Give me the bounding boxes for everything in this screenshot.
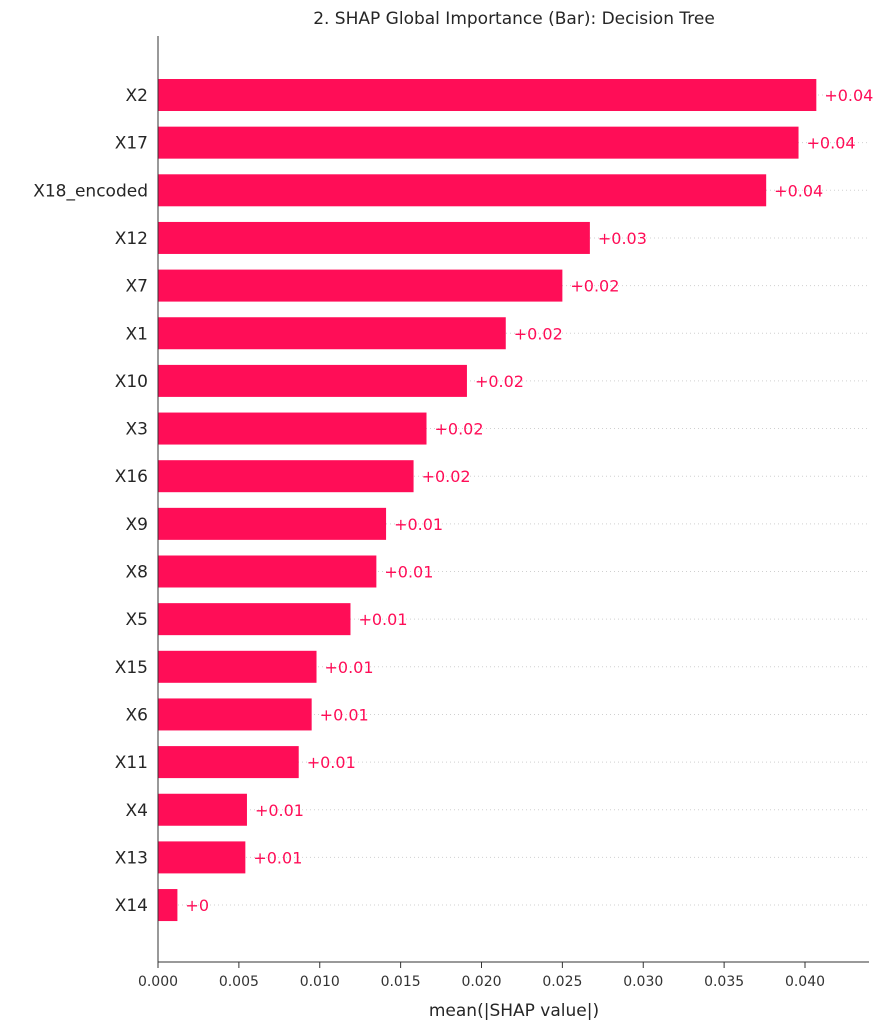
bar-X16 (158, 460, 414, 493)
category-label-X13: X13 (115, 848, 148, 868)
category-label-X10: X10 (115, 372, 148, 392)
bar-X4 (158, 793, 247, 826)
bar-X5 (158, 603, 351, 636)
value-label-X16: +0.02 (422, 467, 471, 486)
value-label-X4: +0.01 (255, 801, 304, 820)
value-label-X13: +0.01 (253, 848, 302, 867)
category-label-X2: X2 (126, 86, 148, 106)
x-axis-ticks: 0.000 0.005 0.010 0.015 0.020 0.025 0.030 0.035… (138, 962, 825, 990)
bar-X18_encoded (158, 174, 767, 207)
category-label-X14: X14 (115, 896, 148, 916)
bar-X7 (158, 269, 563, 302)
x-tick-label-0.000: 0.000 (138, 974, 178, 990)
row-guides (158, 94, 869, 906)
x-tick-label-0.010: 0.010 (300, 974, 340, 990)
bars-group (158, 79, 817, 922)
bar-X6 (158, 698, 312, 731)
value-label-X17: +0.04 (807, 134, 856, 153)
category-label-X15: X15 (115, 658, 148, 678)
value-label-X18_encoded: +0.04 (774, 181, 823, 200)
category-label-X17: X17 (115, 134, 148, 154)
category-label-X7: X7 (126, 277, 148, 297)
x-tick-label-0.035: 0.035 (704, 974, 744, 990)
bar-X1 (158, 317, 506, 350)
value-label-X9: +0.01 (394, 515, 443, 534)
category-labels: X2 X17 X18_encoded X12 X7 X1 X10 X3 X16 X9 X8 X5 X15… (33, 86, 148, 916)
category-label-X4: X4 (126, 801, 148, 821)
bar-X8 (158, 555, 377, 588)
value-label-X6: +0.01 (320, 705, 369, 724)
x-tick-label-0.020: 0.020 (461, 974, 501, 990)
bar-X12 (158, 221, 590, 254)
category-label-X12: X12 (115, 229, 148, 249)
x-axis-label: mean(|SHAP value|) (429, 1001, 599, 1021)
value-label-X7: +0.02 (570, 277, 619, 296)
x-tick-label-0.040: 0.040 (785, 974, 825, 990)
value-label-X5: +0.01 (358, 610, 407, 629)
x-tick-label-0.015: 0.015 (381, 974, 421, 990)
value-label-X14: +0 (185, 896, 209, 915)
value-label-X10: +0.02 (475, 372, 524, 391)
value-label-X3: +0.02 (435, 420, 484, 439)
bar-X17 (158, 126, 799, 159)
category-label-X5: X5 (126, 610, 148, 630)
chart-title: 2. SHAP Global Importance (Bar): Decisio… (313, 9, 715, 29)
category-label-X18_encoded: X18_encoded (33, 181, 148, 201)
bar-X9 (158, 507, 387, 540)
value-label-X1: +0.02 (514, 324, 563, 343)
x-tick-label-0.030: 0.030 (623, 974, 663, 990)
value-label-X15: +0.01 (325, 658, 374, 677)
value-label-X12: +0.03 (598, 229, 647, 248)
category-label-X1: X1 (126, 324, 148, 344)
category-label-X3: X3 (126, 420, 148, 440)
category-label-X6: X6 (126, 705, 148, 725)
value-labels: +0.04 +0.04 +0.04 +0.03 +0.02 +0.02 +0.02 +0.02… (185, 86, 873, 915)
category-label-X9: X9 (126, 515, 148, 535)
value-label-X8: +0.01 (384, 563, 433, 582)
category-label-X11: X11 (115, 753, 148, 773)
category-label-X16: X16 (115, 467, 148, 487)
bar-X2 (158, 79, 817, 111)
bar-X10 (158, 364, 467, 397)
bar-X11 (158, 746, 299, 779)
category-label-X8: X8 (126, 563, 148, 583)
bar-X3 (158, 412, 427, 445)
x-tick-label-0.005: 0.005 (219, 974, 259, 990)
bar-X13 (158, 841, 246, 874)
bar-X15 (158, 650, 317, 683)
value-label-X2: +0.04 (824, 86, 873, 105)
bar-X14 (158, 889, 178, 922)
value-label-X11: +0.01 (307, 753, 356, 772)
x-tick-label-0.025: 0.025 (542, 974, 582, 990)
